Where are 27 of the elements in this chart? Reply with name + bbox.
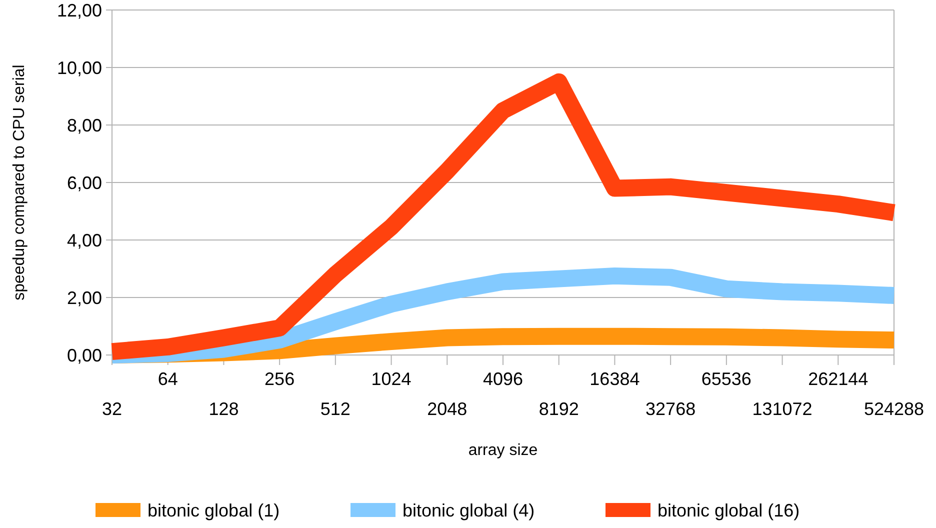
x-tick-label: 4096 xyxy=(482,369,524,389)
x-tick-label: 64 xyxy=(158,369,178,389)
x-tick-label: 32768 xyxy=(646,399,696,419)
x-tick-label: 32 xyxy=(102,399,122,419)
x-tick-label: 128 xyxy=(208,399,239,419)
x-axis-title: array size xyxy=(468,442,538,459)
legend-label: bitonic global (1) xyxy=(148,500,280,520)
x-tick-label: 65536 xyxy=(701,369,752,389)
x-tick-label: 1024 xyxy=(371,369,412,389)
y-tick-label: 12,00 xyxy=(56,0,102,20)
x-tick-label: 16384 xyxy=(590,369,640,389)
y-tick-label: 0,00 xyxy=(66,345,102,366)
y-tick-label: 10,00 xyxy=(56,58,102,78)
x-tick-label: 512 xyxy=(320,399,350,419)
x-tick-label: 256 xyxy=(264,369,295,389)
y-tick-label: 4,00 xyxy=(66,230,102,250)
y-axis-title: speedup compared to CPU serial xyxy=(11,64,28,300)
x-tick-label: 262144 xyxy=(808,369,868,389)
y-tick-label: 6,00 xyxy=(66,172,102,193)
y-tick-label: 2,00 xyxy=(66,288,102,308)
legend-label: bitonic global (16) xyxy=(658,500,800,520)
y-tick-label: 8,00 xyxy=(66,115,102,136)
legend-label: bitonic global (4) xyxy=(402,500,535,520)
x-tick-label: 2048 xyxy=(427,399,468,419)
x-tick-label: 524288 xyxy=(864,399,924,419)
x-tick-label: 8192 xyxy=(538,399,579,419)
x-tick-label: 131072 xyxy=(752,399,812,419)
